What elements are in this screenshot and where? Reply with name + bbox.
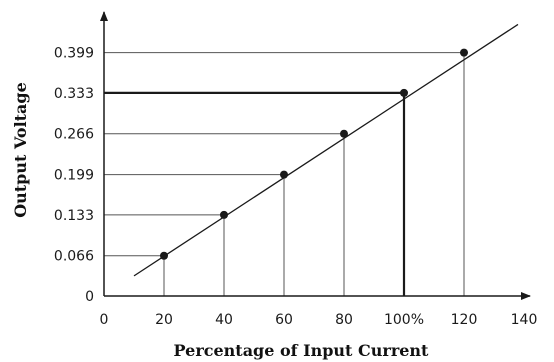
- axes: [100, 11, 531, 300]
- data-point: [220, 210, 228, 219]
- x-tick-label: 20: [155, 312, 173, 328]
- x-tick-label: 120: [451, 312, 478, 328]
- x-tick-label: 80: [335, 312, 353, 328]
- data-point: [160, 251, 168, 260]
- tick-labels: 0 20 40 60 80 100% 120 140 0 0.066 0.133 0.199 0.266…: [54, 46, 537, 328]
- y-tick-label: 0.199: [54, 168, 94, 184]
- y-axis-title: Output Voltage: [11, 82, 30, 218]
- data-points: [160, 48, 468, 260]
- x-tick-label: 60: [275, 312, 293, 328]
- x-tick-label: 0: [100, 312, 109, 328]
- data-point: [340, 129, 348, 138]
- trend-line-group: [133, 23, 519, 277]
- x-tick-label: 140: [511, 312, 538, 328]
- x-axis-title: Percentage of Input Current: [174, 341, 430, 360]
- data-point: [280, 170, 288, 179]
- y-tick-label: 0.066: [54, 249, 94, 265]
- y-tick-label: 0.333: [54, 86, 94, 102]
- y-tick-label: 0.399: [54, 46, 94, 62]
- x-tick-label: 40: [215, 312, 233, 328]
- guide-lines: [104, 52, 465, 296]
- y-tick-label: 0.133: [54, 208, 94, 224]
- x-tick-label: 100%: [384, 312, 424, 328]
- y-tick-label: 0: [85, 289, 94, 305]
- data-point: [460, 48, 468, 57]
- data-point: [400, 88, 408, 97]
- y-tick-label: 0.266: [54, 127, 94, 143]
- trend-line: [133, 23, 519, 277]
